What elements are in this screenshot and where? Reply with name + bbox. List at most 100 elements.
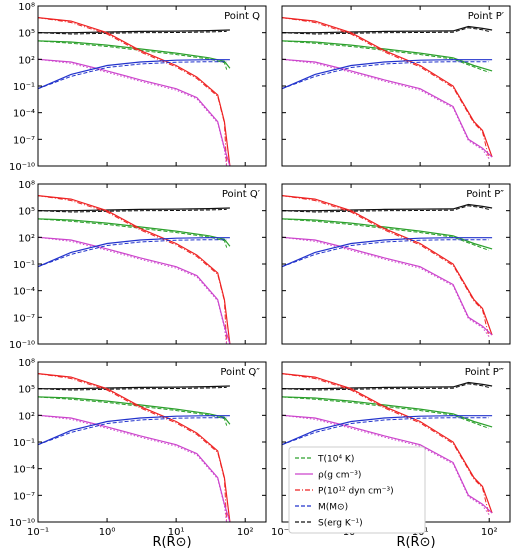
series-S-alt-line (38, 208, 227, 213)
panel-frame (281, 183, 511, 345)
series-P-line (38, 195, 231, 344)
series-T-alt-line (282, 218, 490, 251)
series-T-line (38, 396, 231, 425)
series-rho-alt-line (282, 414, 490, 515)
y-tick-label: 10⁻¹ (13, 260, 35, 271)
series-rho-alt-line (282, 58, 490, 159)
series-P-alt-line (282, 195, 490, 337)
y-tick-label: 10⁻¹⁰ (9, 340, 35, 351)
series-S-line (282, 203, 493, 212)
panel-lines (38, 195, 231, 344)
series-rho-line (282, 58, 493, 158)
y-tick-label: 10² (18, 233, 35, 244)
y-tick-label: 10⁻¹ (13, 438, 35, 449)
series-M-alt-line (38, 61, 227, 90)
panel-frame (37, 5, 267, 167)
y-tick-label: 10⁻¹ (13, 82, 35, 93)
series-P-alt-line (38, 17, 228, 166)
series-rho-line (38, 58, 231, 166)
series-S-alt-line (282, 205, 490, 213)
x-tick-label: 10² (237, 527, 254, 538)
y-tick-label: 10⁻⁴ (13, 109, 35, 120)
series-S-alt-line (38, 30, 227, 35)
series-P-line (282, 195, 493, 336)
series-S-line (282, 25, 493, 34)
x-tick-label: 10⁻¹ (27, 527, 49, 538)
legend: T(10⁴ K) ρ(g cm⁻³) P(10¹² dyn cm⁻³) M(M⊙) S(… (288, 446, 426, 534)
series-P-alt-line (282, 373, 490, 515)
series-rho-line (38, 236, 231, 344)
y-tick-label: 10⁻⁷ (13, 491, 35, 502)
series-S-line (38, 29, 230, 34)
series-rho-alt-line (38, 236, 228, 344)
series-M-line (282, 237, 493, 268)
series-M-alt-line (282, 417, 489, 446)
series-T-line (38, 40, 231, 69)
panel-title: Point P‴ (465, 367, 504, 378)
panel-frame (37, 183, 267, 345)
x-axis-label-left: R(R⊙) (152, 535, 191, 550)
panel-5: 10⁻¹⁰ 10⁻⁷ 10⁻⁴ 10⁻¹ 10² 10⁵ 10⁸ 10⁻¹ 10⁰ 10¹ 10² P… (9, 358, 267, 538)
series-rho-line (282, 414, 493, 514)
series-P-alt-line (38, 373, 228, 522)
series-M-line (38, 237, 230, 268)
panel-1: 10⁻¹⁰ 10⁻⁷ 10⁻⁴ 10⁻¹ 10² 10⁵ 10⁸ Point Q (9, 2, 267, 173)
y-tick-label: 10⁸ (18, 2, 35, 13)
series-T-alt-line (38, 218, 228, 248)
legend-label: T(10⁴ K) (317, 455, 354, 465)
x-axis-label-right: R(R⊙) (396, 535, 435, 550)
series-M-line (282, 415, 493, 446)
series-rho-alt-line (38, 58, 228, 166)
series-S-line (282, 381, 493, 390)
series-T-alt-line (282, 396, 490, 429)
legend-label: P(10¹² dyn cm⁻³) (318, 487, 394, 497)
y-tick-label: 10⁻⁷ (13, 313, 35, 324)
series-M-alt-line (282, 61, 489, 90)
y-tick-label: 10⁻¹⁰ (9, 518, 35, 529)
series-M-line (38, 59, 230, 90)
series-M-alt-line (282, 239, 489, 268)
series-T-line (282, 40, 493, 72)
panel-4: Point P″ (281, 183, 511, 345)
legend-label: S(erg K⁻¹) (318, 519, 363, 529)
x-tick-label: 10⁰ (99, 527, 116, 538)
panel-lines (282, 17, 493, 159)
panel-title: Point P′ (468, 11, 505, 22)
x-tick-label: 10⁻¹ (271, 527, 293, 538)
panel-grid: 10⁻¹⁰ 10⁻⁷ 10⁻⁴ 10⁻¹ 10² 10⁵ 10⁸ Point Q Point P… (9, 2, 511, 538)
series-T-line (282, 396, 493, 428)
series-M-line (282, 59, 493, 90)
panel-frame (281, 5, 511, 167)
panel-frame (37, 361, 267, 523)
panel-lines (282, 195, 493, 337)
panel-title: Point Q′ (222, 189, 261, 200)
series-rho-line (38, 414, 231, 522)
series-P-alt-line (38, 195, 228, 344)
y-tick-label: 10⁸ (18, 358, 35, 369)
series-S-alt-line (282, 27, 490, 35)
series-P-line (282, 373, 493, 514)
series-M-line (38, 415, 230, 446)
series-M-alt-line (38, 239, 227, 268)
legend-label: M(M⊙) (318, 503, 348, 513)
series-T-line (282, 218, 493, 250)
y-tick-label: 10⁸ (18, 180, 35, 191)
series-S-alt-line (282, 383, 490, 391)
series-P-line (282, 17, 493, 158)
panel-lines (38, 373, 231, 522)
series-rho-line (282, 236, 493, 336)
y-tick-label: 10² (18, 411, 35, 422)
y-tick-label: 10⁵ (18, 385, 35, 396)
y-tick-label: 10⁻⁴ (13, 287, 35, 298)
series-S-line (38, 385, 230, 390)
y-tick-label: 10² (18, 55, 35, 66)
panel-title: Point Q (224, 11, 260, 22)
y-tick-label: 10⁵ (18, 207, 35, 218)
series-T-line (38, 218, 231, 247)
panel-lines (38, 17, 231, 166)
y-tick-label: 10⁻⁴ (13, 465, 35, 476)
legend-frame (288, 446, 426, 534)
series-S-line (38, 207, 230, 212)
series-P-line (38, 17, 231, 166)
